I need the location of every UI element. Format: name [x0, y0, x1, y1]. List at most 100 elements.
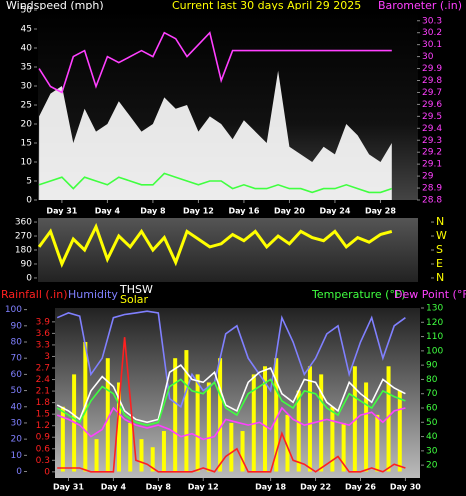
x-tick-label: Day 16 — [228, 207, 259, 216]
series-line — [56, 310, 406, 409]
x-tick-label: Day 4 — [101, 483, 127, 492]
y-tick-label: 29.3 — [422, 136, 442, 146]
y-tick-label: 180 — [15, 246, 32, 256]
solar-bar — [274, 358, 279, 472]
legend-entry: Temperature (°F) — [311, 288, 406, 301]
y-tick-label: N — [436, 271, 444, 284]
wind-label: Windspeed (mph) — [6, 0, 104, 12]
y-tick-label: 40 — [11, 402, 23, 412]
solar-bar — [173, 358, 178, 472]
y-tick-label: 100 — [5, 305, 22, 315]
x-tick-label: Day 26 — [345, 483, 376, 492]
x-tick-label: Day 8 — [146, 483, 172, 492]
y-tick-label: 3.3 — [36, 340, 50, 350]
x-tick-label: Day 30 — [390, 483, 421, 492]
y-tick-label: 10 — [21, 158, 33, 168]
solar-bar — [386, 366, 391, 472]
legend-entry: THSW — [119, 283, 153, 296]
y-tick-label: 0 — [26, 196, 32, 206]
series-line — [56, 406, 406, 441]
y-tick-label: 3.9 — [36, 317, 51, 327]
x-tick-label: Day 31 — [46, 207, 77, 216]
y-tick-label: 60 — [11, 370, 23, 380]
plot-background — [38, 218, 418, 282]
solar-bar — [263, 366, 268, 472]
y-tick-label: 90 — [11, 321, 23, 331]
legend-entry: Humidity — [68, 288, 118, 301]
y-tick-label: 1.2 — [36, 421, 50, 431]
solar-bar — [341, 422, 346, 472]
y-tick-label: 30 — [422, 52, 434, 62]
y-tick-label: 35 — [21, 63, 32, 73]
y-tick-label: 30 — [11, 418, 23, 428]
solar-bar — [139, 439, 144, 472]
legend-entry: Rainfall (.in) — [1, 288, 68, 301]
y-tick-label: 100 — [426, 346, 443, 356]
y-tick-label: 30.2 — [422, 28, 442, 38]
y-tick-label: 45 — [21, 25, 32, 35]
y-tick-label: 120 — [426, 318, 443, 328]
solar-bar — [117, 382, 122, 472]
y-tick-label: 80 — [11, 338, 23, 348]
y-tick-label: 28.9 — [422, 184, 442, 194]
y-tick-label: 10 — [11, 451, 23, 461]
y-tick-label: 40 — [426, 432, 438, 442]
y-tick-label: 5 — [26, 177, 32, 187]
y-tick-label: 40 — [21, 44, 33, 54]
solar-bar — [397, 390, 402, 472]
solar-bar — [206, 382, 211, 472]
y-tick-label: 29.9 — [422, 64, 442, 74]
x-tick-label: Day 8 — [140, 207, 166, 216]
y-tick-label: 20 — [426, 461, 438, 471]
barometer-label: Barometer (.in) — [378, 0, 462, 12]
y-tick-label: 1.5 — [36, 410, 50, 420]
solar-bar — [184, 350, 189, 472]
y-tick-label: 29.8 — [422, 76, 442, 86]
y-tick-label: 90 — [21, 259, 33, 269]
solar-bar — [161, 431, 166, 472]
solar-bar — [285, 414, 290, 472]
y-tick-label: 360 — [15, 218, 32, 228]
y-tick-label: 28.8 — [422, 196, 442, 206]
y-tick-label: 15 — [21, 139, 32, 149]
y-tick-label: 50 — [11, 386, 23, 396]
y-tick-label: 2.1 — [36, 387, 50, 397]
y-tick-label: 2.7 — [36, 364, 50, 374]
x-tick-label: Day 24 — [319, 207, 350, 216]
solar-bar — [150, 447, 155, 472]
solar-bar — [375, 414, 380, 472]
y-tick-label: W — [436, 229, 447, 242]
y-tick-label: 270 — [15, 232, 32, 242]
x-tick-label: Day 28 — [365, 207, 396, 216]
wind-gust-area — [39, 70, 392, 200]
y-tick-label: 20 — [11, 435, 23, 445]
y-tick-label: 29.6 — [422, 100, 442, 110]
solar-bar — [296, 390, 301, 472]
solar-bar — [94, 439, 99, 472]
series-line — [57, 337, 406, 473]
y-tick-label: 0 — [16, 467, 22, 477]
y-tick-label: 60 — [426, 404, 438, 414]
series-line — [37, 222, 393, 269]
y-tick-label: 110 — [426, 332, 443, 342]
y-tick-label: 0.9 — [36, 433, 51, 443]
y-tick-label: 25 — [21, 101, 32, 111]
series-line — [38, 31, 392, 94]
chart-title: Current last 30 days April 29 2025 — [172, 0, 361, 12]
y-tick-label: 30.3 — [422, 16, 442, 26]
y-tick-label: 80 — [426, 375, 438, 385]
x-tick-label: Day 18 — [255, 483, 286, 492]
y-tick-label: 29.7 — [422, 88, 442, 98]
y-tick-label: 0 — [44, 467, 50, 477]
x-tick-label: Day 31 — [53, 483, 84, 492]
series-line — [38, 172, 393, 194]
x-tick-label: Day 12 — [183, 207, 214, 216]
y-tick-label: 29 — [422, 172, 434, 182]
y-tick-label: 3 — [44, 352, 50, 362]
y-tick-label: 30 — [21, 82, 33, 92]
y-tick-label: 1.8 — [36, 398, 51, 408]
y-tick-label: 90 — [426, 361, 438, 371]
y-tick-label: 29.4 — [422, 124, 442, 134]
y-tick-label: 20 — [21, 120, 33, 130]
